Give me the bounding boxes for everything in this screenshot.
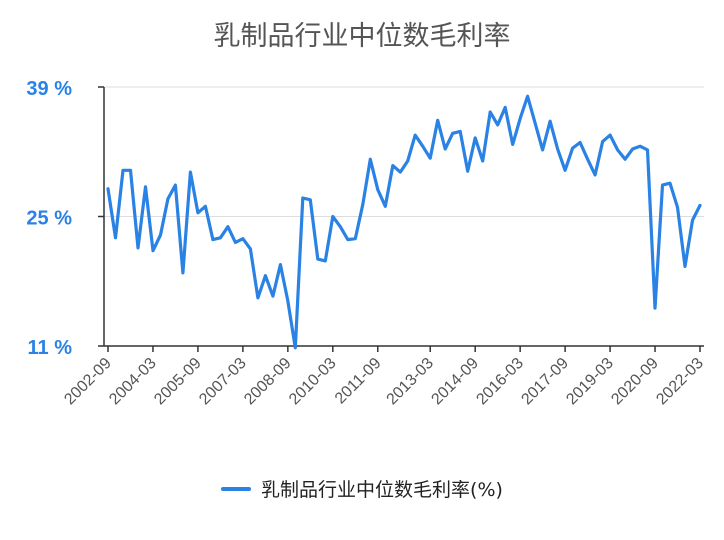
x-tick-label: 2019-03 [563,355,617,409]
x-tick-label: 2008-09 [241,355,295,409]
x-tick-label: 2004-03 [106,355,160,409]
x-tick-label: 2007-03 [196,355,250,409]
x-tick-label: 2016-03 [473,355,527,409]
legend-swatch [221,486,252,491]
x-tick-label: 2022-03 [653,355,707,409]
y-tick-label: 39 % [26,78,72,100]
grid-lines [104,86,704,217]
x-tick-label: 2002-09 [61,355,115,409]
x-tick-label: 2011-09 [332,355,385,408]
y-tick-label: 25 % [26,208,72,230]
legend-label: 乳制品行业中位数毛利率(%) [261,479,503,501]
x-tick-label: 2014-09 [428,355,482,409]
x-tick-label: 2005-09 [151,355,205,409]
x-tick-label: 2010-03 [286,355,340,409]
series-layer [106,94,702,350]
y-axis-ticks: 11 % 25 % 39 % [26,78,104,359]
y-tick-label: 11 % [28,337,73,359]
x-tick-label: 2020-09 [608,355,662,409]
x-axis-ticks: 2002-092004-032005-092007-032008-092010-… [61,346,707,408]
chart-title: 乳制品行业中位数毛利率 [213,21,511,52]
x-tick-label: 2013-03 [384,355,438,409]
x-tick-label: 2017-09 [518,355,572,409]
series-line [106,94,702,350]
chart-legend: 乳制品行业中位数毛利率(%) [0,475,724,502]
